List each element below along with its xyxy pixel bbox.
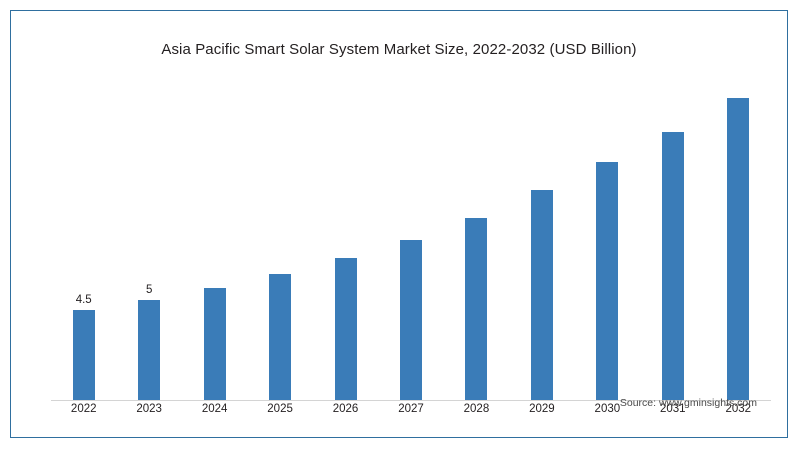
table-row (334, 258, 357, 400)
bar-value-label: 4.5 (75, 294, 92, 306)
bar-slot (378, 86, 443, 400)
x-tick-label: 2030 (594, 403, 621, 415)
bar-slot (706, 86, 771, 400)
bar-slot (444, 86, 509, 400)
page-title: Asia Pacific Smart Solar System Market S… (161, 41, 637, 58)
table-row (203, 288, 226, 400)
x-tick-label: 2025 (267, 403, 293, 415)
x-tick-label: 2024 (201, 403, 228, 415)
table-row (138, 300, 161, 400)
chart-frame: Asia Pacific Smart Solar System Market S… (10, 10, 788, 438)
table-row (399, 240, 422, 400)
plot-area: 4.5 5 (51, 86, 771, 401)
table-row (465, 218, 488, 400)
x-tick-label: 2028 (463, 403, 490, 415)
bar-slot (182, 86, 247, 400)
bar-slot: 5 (116, 86, 181, 400)
x-tick-label: 2029 (529, 403, 555, 415)
x-axis-line (51, 400, 771, 401)
bar-series: 4.5 5 (51, 86, 771, 400)
table-row (727, 98, 750, 400)
bar-slot (575, 86, 640, 400)
bar-value-label: 5 (145, 284, 153, 296)
bar-slot (640, 86, 705, 400)
x-axis-tick-labels: 2022 2023 2024 2025 2026 2027 2028 2029 … (51, 403, 771, 415)
bar-slot (313, 86, 378, 400)
bar-slot (247, 86, 312, 400)
x-tick-label: 2026 (332, 403, 359, 415)
bar-slot (509, 86, 574, 400)
table-row (72, 310, 95, 400)
x-tick-label: 2032 (725, 403, 752, 415)
table-row (530, 190, 553, 400)
x-tick-label: 2027 (398, 403, 424, 415)
x-tick-label: 2031 (660, 403, 686, 415)
source-attribution: Source: www.gminsights.com (619, 397, 757, 409)
table-row (596, 162, 619, 400)
table-row (269, 274, 292, 400)
x-tick-label: 2023 (136, 403, 162, 415)
x-tick-label: 2022 (70, 403, 97, 415)
bar-slot: 4.5 (51, 86, 116, 400)
table-row (661, 132, 684, 400)
